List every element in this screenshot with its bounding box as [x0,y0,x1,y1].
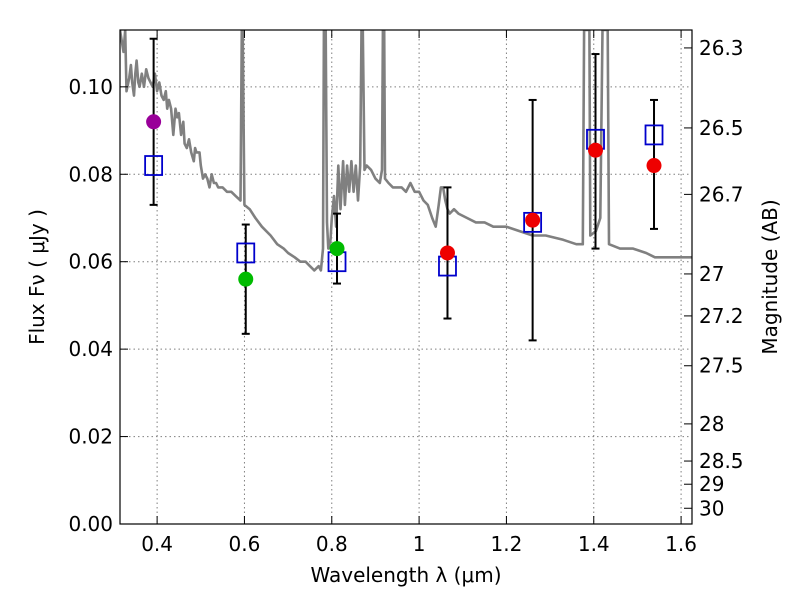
observed-point-layer [146,114,662,287]
observed-point [525,212,541,228]
y-axis-title: Flux Fν ( μJy ) [25,209,49,345]
x-tick-label: 0.6 [229,532,261,556]
magnitude-tick-label: 28.5 [699,449,744,473]
model-bandpass-point [144,155,164,176]
magnitude-tick-label: 27.2 [699,304,744,328]
x-tick-label: 0.4 [141,532,173,556]
x-tick-label: 1.2 [491,532,523,556]
y-tick-label: 0.04 [68,337,113,361]
observed-point [646,158,662,174]
x-tick-label: 1 [413,532,426,556]
x-tick-label: 1.6 [665,532,697,556]
magnitude-axis-title: Magnitude (AB) [758,199,782,354]
y-tick-label: 0.02 [68,425,113,449]
observed-point [588,142,604,158]
x-tick-label: 1.4 [578,532,610,556]
observed-point [329,241,345,257]
x-tick-label: 0.8 [316,532,348,556]
grid-lines [120,30,692,524]
observed-point [238,271,254,287]
model-bandpass-point [236,242,256,264]
model-box-layer [144,124,664,277]
magnitude-tick-label: 26.5 [699,116,744,140]
plot-frame [119,29,693,525]
x-axis-title: Wavelength λ (μm) [310,563,501,587]
y-tick-label: 0.08 [68,162,113,186]
magnitude-tick-label: 30 [699,496,724,520]
magnitude-tick-label: 26.7 [699,182,744,206]
model-bandpass-point [644,124,664,146]
x-axis-ticks: 0.4 0.6 0.8 1 1.2 1.4 1.6 [141,30,697,556]
magnitude-tick-label: 27.5 [699,354,744,378]
y-tick-label: 0.06 [68,250,113,274]
magnitude-tick-label: 26.3 [699,36,744,60]
observed-point [439,245,455,261]
observed-point [146,114,162,130]
magnitude-tick-label: 27 [699,262,724,286]
magnitude-tick-label: 29 [699,472,724,496]
magnitude-tick-label: 28 [699,412,724,436]
sed-model-curve [120,30,692,272]
y-tick-label: 0.10 [68,75,113,99]
y-axis-ticks: 0.00 0.02 0.04 0.06 0.08 0.10 [68,75,128,536]
y-tick-label: 0.00 [68,512,113,536]
sed-curve-layer [120,30,692,272]
